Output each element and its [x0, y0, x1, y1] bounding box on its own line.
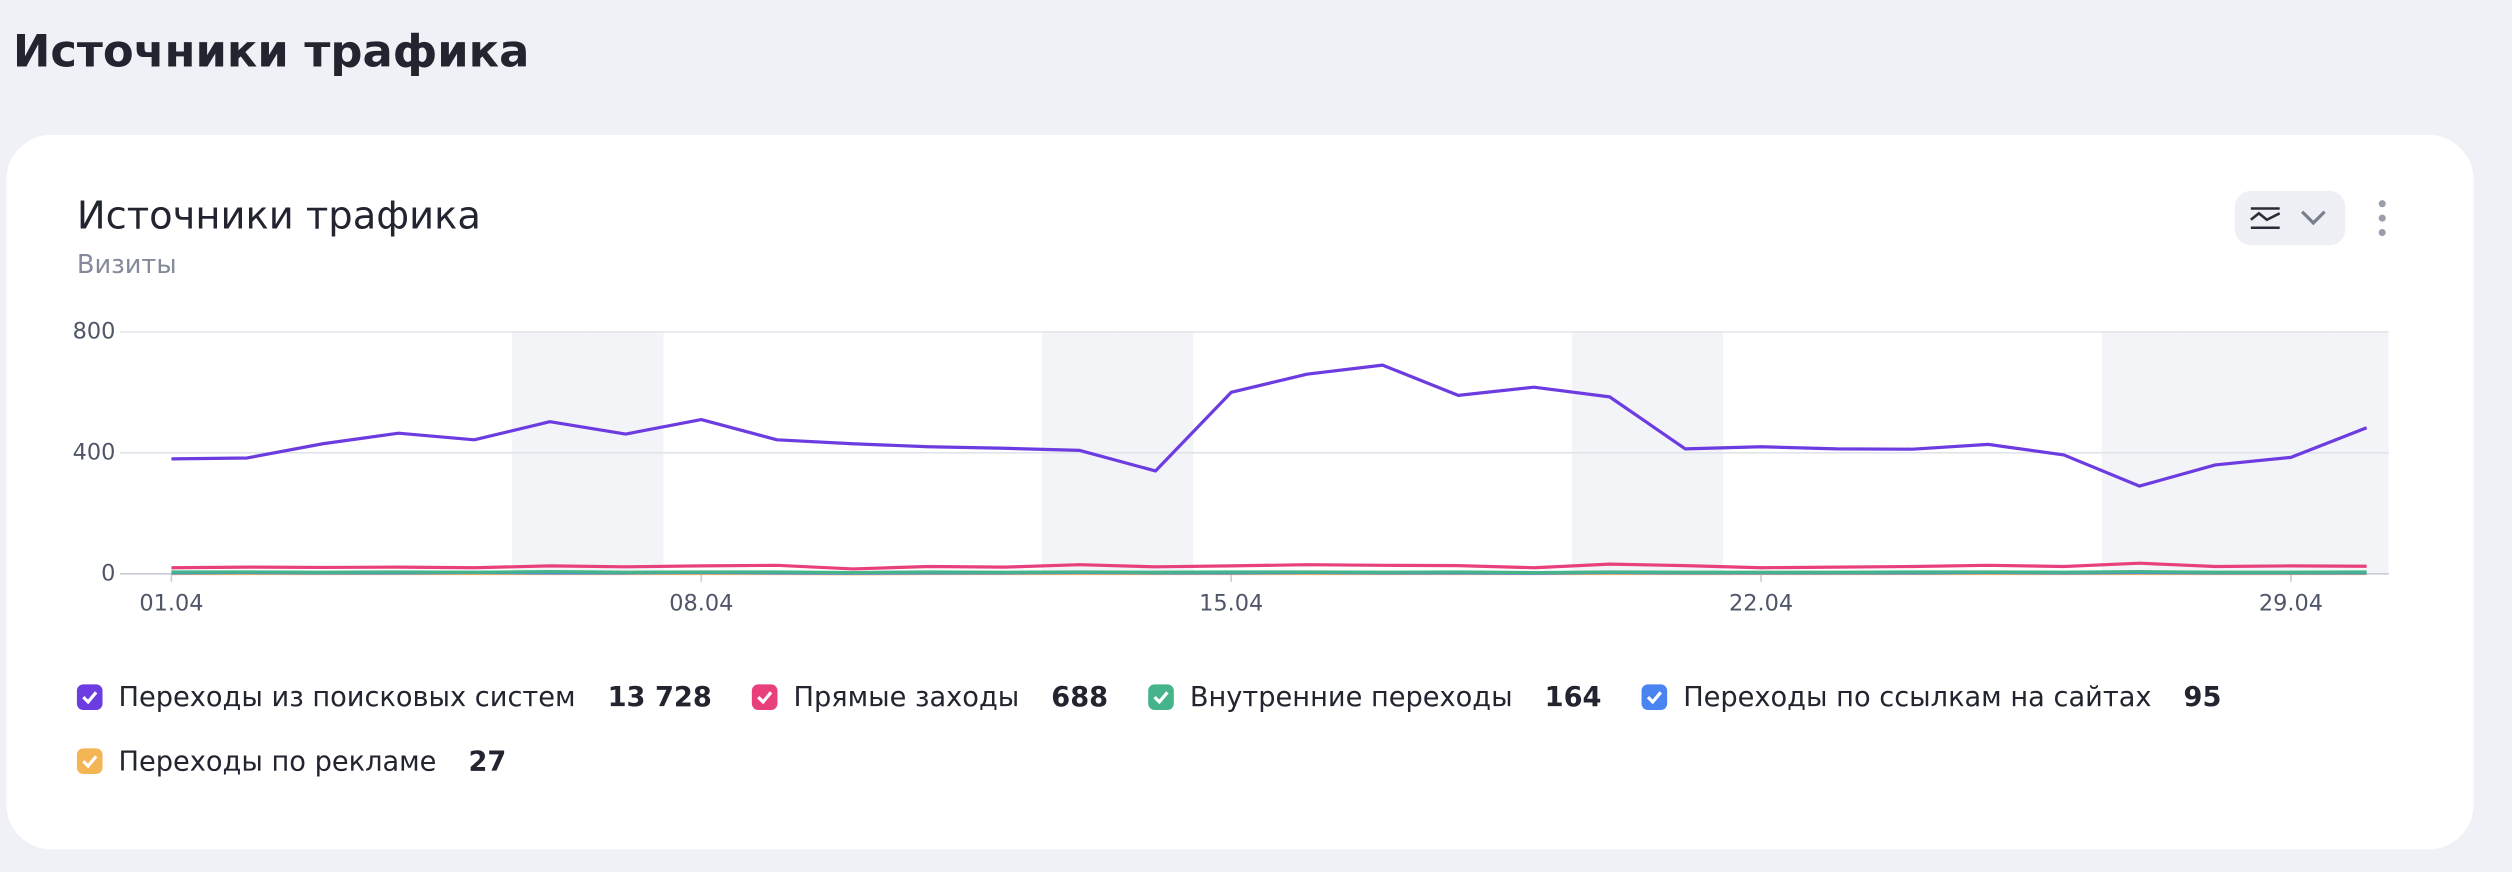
- legend-total: 27: [468, 746, 506, 777]
- chart-title: Источники трафика: [77, 194, 481, 239]
- x-tick-label: 15.04: [1199, 591, 1263, 617]
- legend-total: 688: [1051, 682, 1108, 713]
- legend-label: Прямые заходы: [793, 682, 1019, 713]
- legend-total: 164: [1545, 682, 1602, 713]
- legend-label: Внутренние переходы: [1190, 682, 1513, 713]
- y-tick-label: 0: [101, 560, 115, 586]
- chart-type-button[interactable]: [2234, 190, 2346, 246]
- series-line: [171, 363, 2368, 488]
- legend-item[interactable]: Переходы из поисковых систем 13 728: [76, 682, 712, 713]
- y-tick-label: 800: [73, 318, 116, 344]
- card: [6, 134, 2474, 850]
- legend-checkbox[interactable]: [1148, 684, 1174, 710]
- legend-item[interactable]: Прямые заходы 688: [751, 682, 1108, 713]
- legend-total: 95: [2184, 682, 2222, 713]
- legend-checkbox[interactable]: [751, 684, 778, 710]
- legend-check: [757, 691, 773, 705]
- legend-check: [1646, 691, 1662, 705]
- legend-item[interactable]: Переходы по ссылкам на сайтах 95: [1641, 682, 2222, 713]
- legend-checkbox[interactable]: [76, 684, 103, 710]
- chart-subtitle: Визиты: [77, 250, 177, 280]
- legend-check: [82, 755, 98, 769]
- legend-total: 13 728: [608, 682, 712, 713]
- menu-button[interactable]: [2378, 200, 2386, 237]
- legend-check: [82, 691, 98, 705]
- x-tick-label: 01.04: [139, 591, 203, 617]
- x-tick-label: 29.04: [2259, 591, 2323, 617]
- legend-check: [1153, 691, 1169, 705]
- legend-checkbox[interactable]: [76, 748, 103, 775]
- page-title: Источники трафика: [13, 25, 530, 78]
- x-tick-label: 08.04: [669, 591, 733, 617]
- x-tick-label: 22.04: [1729, 591, 1793, 617]
- legend-label: Переходы по ссылкам на сайтах: [1683, 682, 2151, 713]
- legend-item[interactable]: Переходы по рекламе 27: [76, 746, 506, 777]
- legend-checkbox[interactable]: [1641, 684, 1668, 710]
- series-line: [171, 561, 2367, 571]
- legend-item[interactable]: Внутренние переходы 164: [1148, 682, 1601, 713]
- legend-label: Переходы по рекламе: [119, 746, 437, 777]
- series-line: [171, 570, 2367, 575]
- legend-label: Переходы из поисковых систем: [119, 682, 576, 713]
- y-tick-label: 400: [73, 439, 116, 465]
